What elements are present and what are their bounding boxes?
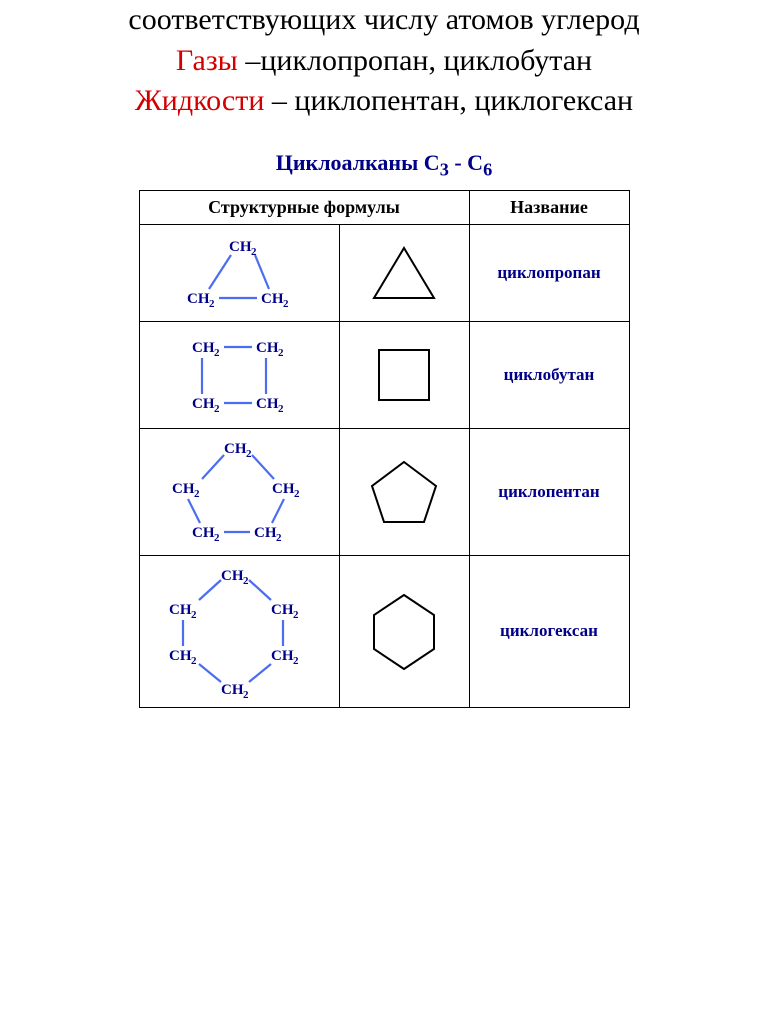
cyclohexane-structural-icon: CH2 CH2 CH2 CH2 CH2 CH2 [149, 564, 329, 699]
skeletal-formula-cyclopentane [339, 428, 469, 555]
svg-text:CH: CH [221, 682, 244, 698]
svg-text:2: 2 [243, 689, 249, 699]
table-row: CH2 CH2 CH2 циклопропан [139, 224, 629, 321]
svg-text:2: 2 [243, 575, 249, 587]
svg-text:CH: CH [229, 239, 252, 255]
svg-text:2: 2 [283, 298, 289, 310]
svg-text:2: 2 [293, 655, 299, 667]
svg-text:CH: CH [271, 648, 294, 664]
svg-text:2: 2 [214, 403, 220, 415]
cycloalkanes-table: Структурные формулы Название CH2 CH2 CH2 [139, 190, 630, 708]
svg-text:2: 2 [214, 347, 220, 359]
table-body: CH2 CH2 CH2 циклопропан CH2 CH [139, 224, 629, 707]
cyclobutane-structural-icon: CH2 CH2 CH2 CH2 [164, 330, 314, 420]
cyclopropane-structural-icon: CH2 CH2 CH2 [169, 233, 309, 313]
svg-text:2: 2 [293, 609, 299, 621]
skeletal-formula-cyclobutane [339, 321, 469, 428]
col-name: Название [469, 190, 629, 224]
table-row: CH2 CH2 CH2 CH2 CH2 циклопентан [139, 428, 629, 555]
table-row: CH2 CH2 CH2 CH2 CH2 CH2 [139, 555, 629, 707]
title-sub1: 3 [440, 159, 449, 179]
liquids-text: – циклопентан, циклогексан [264, 84, 633, 117]
liquids-label: Жидкости [135, 84, 264, 117]
svg-text:CH: CH [221, 568, 244, 584]
svg-text:CH: CH [254, 525, 277, 541]
gases-text: –циклопропан, циклобутан [238, 44, 592, 77]
svg-text:2: 2 [278, 347, 284, 359]
svg-text:CH: CH [192, 340, 215, 356]
svg-text:2: 2 [278, 403, 284, 415]
structural-formula-cyclobutane: CH2 CH2 CH2 CH2 [139, 321, 339, 428]
svg-text:CH: CH [272, 481, 295, 497]
svg-text:CH: CH [169, 648, 192, 664]
svg-text:CH: CH [271, 602, 294, 618]
svg-text:CH: CH [256, 340, 279, 356]
svg-text:2: 2 [209, 298, 215, 310]
svg-text:2: 2 [276, 532, 282, 544]
svg-text:2: 2 [214, 532, 220, 544]
svg-text:2: 2 [191, 655, 197, 667]
svg-text:CH: CH [261, 291, 284, 307]
svg-text:CH: CH [192, 396, 215, 412]
svg-text:CH: CH [169, 602, 192, 618]
svg-text:2: 2 [191, 609, 197, 621]
header-line-1: соответствующих числу атомов углерод [4, 0, 764, 41]
svg-text:2: 2 [294, 488, 300, 500]
structural-formula-cyclopentane: CH2 CH2 CH2 CH2 CH2 [139, 428, 339, 555]
title-sub2: 6 [483, 159, 492, 179]
svg-text:CH: CH [172, 481, 195, 497]
title-prefix: Циклоалканы С [276, 150, 440, 175]
compound-name: циклопропан [469, 224, 629, 321]
title-mid: - С [449, 150, 483, 175]
svg-text:CH: CH [192, 525, 215, 541]
triangle-icon [364, 238, 444, 308]
svg-text:CH: CH [224, 441, 247, 457]
table-title: Циклоалканы С3 - С6 [0, 150, 768, 180]
compound-name: циклогексан [469, 555, 629, 707]
skeletal-formula-cyclopropane [339, 224, 469, 321]
table-row: CH2 CH2 CH2 CH2 циклобутан [139, 321, 629, 428]
col-formula: Структурные формулы [139, 190, 469, 224]
skeletal-formula-cyclohexane [339, 555, 469, 707]
table-header-row: Структурные формулы Название [139, 190, 629, 224]
hexagon-icon [364, 589, 444, 674]
svg-text:CH: CH [256, 396, 279, 412]
svg-text:CH: CH [187, 291, 210, 307]
header-line-gases: Газы –циклопропан, циклобутан [4, 41, 764, 82]
header-block: соответствующих числу атомов углерод Газ… [0, 0, 768, 122]
structural-formula-cyclopropane: CH2 CH2 CH2 [139, 224, 339, 321]
structural-formula-cyclohexane: CH2 CH2 CH2 CH2 CH2 CH2 [139, 555, 339, 707]
svg-text:2: 2 [246, 448, 252, 460]
compound-name: циклобутан [469, 321, 629, 428]
cyclopentane-structural-icon: CH2 CH2 CH2 CH2 CH2 [154, 437, 324, 547]
header-line-liquids: Жидкости – циклопентан, циклогексан [4, 81, 764, 122]
compound-name: циклопентан [469, 428, 629, 555]
svg-text:2: 2 [194, 488, 200, 500]
pentagon-icon [364, 454, 444, 529]
square-icon [364, 340, 444, 410]
gases-label: Газы [176, 44, 238, 77]
